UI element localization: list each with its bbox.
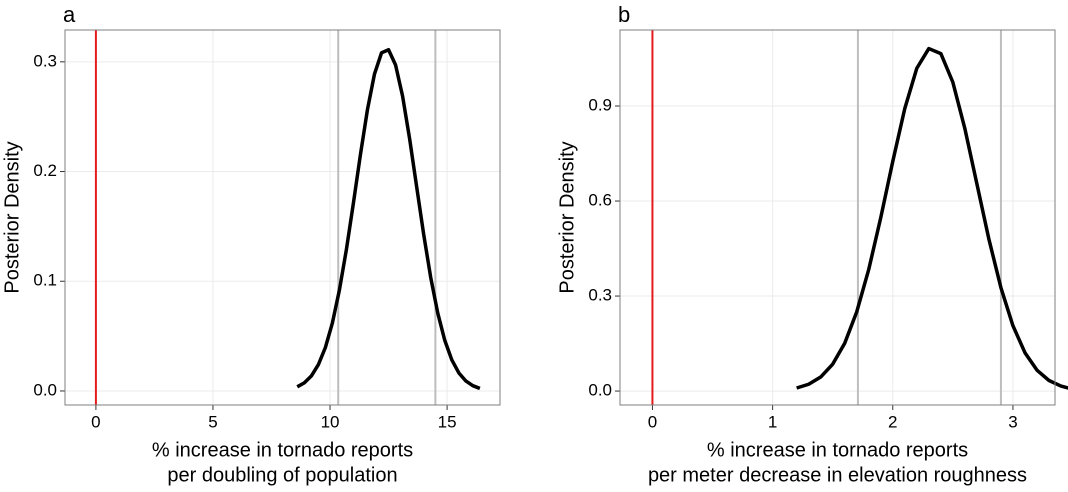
x-tick-label: 0 — [648, 412, 657, 431]
y-tick-label: 0.3 — [588, 286, 612, 305]
x-axis-label: % increase in tornado reports — [152, 439, 413, 461]
x-axis-label: % increase in tornado reports — [707, 439, 968, 461]
plot-border — [64, 29, 501, 406]
plot-border — [619, 29, 1056, 406]
x-tick-label: 10 — [321, 412, 340, 431]
y-axis-label: Posterior Density — [1, 141, 23, 293]
density-curve — [296, 47, 481, 391]
y-axis-label: Posterior Density — [556, 141, 578, 293]
x-tick-label: 15 — [438, 412, 457, 431]
panel-title: b — [618, 2, 630, 27]
y-tick-label: 0.0 — [588, 381, 612, 400]
x-tick-label: 2 — [888, 412, 897, 431]
plot-background — [65, 30, 500, 405]
y-tick-label: 0.0 — [33, 380, 57, 399]
x-tick-label: 3 — [1008, 412, 1017, 431]
y-tick-label: 0.2 — [33, 161, 57, 180]
panel-title: a — [63, 2, 76, 27]
x-axis-label: per meter decrease in elevation roughnes… — [648, 464, 1027, 486]
y-tick-label: 0.3 — [33, 51, 57, 70]
x-axis-label: per doubling of population — [167, 464, 397, 486]
x-tick-label: 1 — [768, 412, 777, 431]
y-tick-label: 0.6 — [588, 191, 612, 210]
x-tick-label: 5 — [208, 412, 217, 431]
y-tick-label: 0.1 — [33, 271, 57, 290]
density-curve — [796, 46, 1068, 390]
panel: 0 1 2 3 0.0 0.3 0.6 0.9 b Posterior Density % incr… — [556, 2, 1068, 486]
panel: 0 5 10 15 0.0 0.1 0.2 0.3 a Posterior Density % in… — [1, 2, 501, 486]
y-tick-label: 0.9 — [588, 95, 612, 114]
x-tick-label: 0 — [91, 412, 100, 431]
plot-background — [620, 30, 1055, 405]
